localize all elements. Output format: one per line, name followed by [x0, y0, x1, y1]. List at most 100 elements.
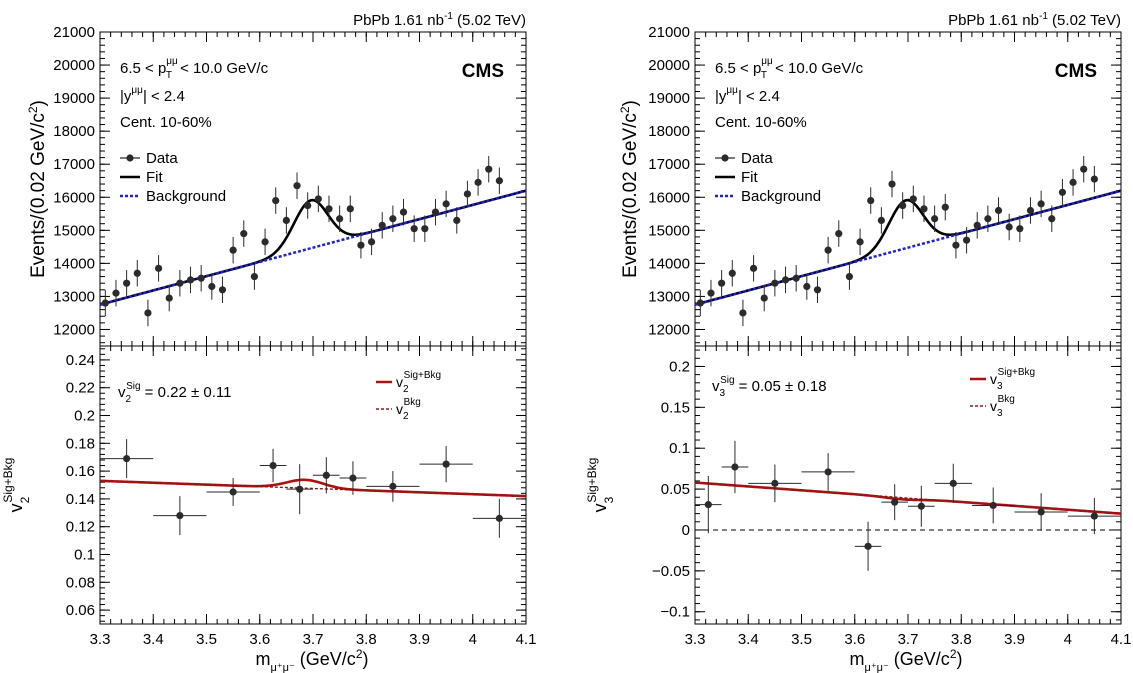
right-top-data-point [1037, 200, 1045, 208]
left-bottom-ytick-label: 0.12 [66, 519, 95, 536]
left-top-data-point [389, 215, 397, 223]
left-bottom-data-point [389, 482, 397, 490]
right-bottom-data-point [1090, 512, 1098, 520]
left-top-data-point [112, 289, 120, 297]
left-top-data-point [208, 282, 216, 291]
left-bottom-xtick-label: 3.6 [249, 631, 270, 648]
left-bottom-xtick-label: 3.4 [143, 631, 164, 648]
left-top-data-point [293, 182, 301, 190]
right-top-data-point [845, 272, 854, 281]
left-top-data-point [101, 299, 109, 307]
right-top-ytick-label: 18000 [648, 123, 690, 140]
left-top-ytick-label: 21000 [53, 24, 95, 41]
right-top-ytick-label: 16000 [648, 189, 690, 206]
left-top-data-point [495, 177, 503, 185]
left-top-ylabel: Events/(0.02 GeV/c2) [26, 100, 49, 278]
right-top-data-point [707, 289, 715, 297]
left-bottom-ytick-label: 0.24 [66, 352, 95, 369]
left-legend-data-label: Data [146, 150, 178, 167]
left-top-data-point [431, 208, 440, 216]
right-top-data-point [824, 246, 832, 254]
right-bottom-ytick-label: −0.1 [660, 604, 690, 621]
right-legend-fit-label: Fit [741, 169, 758, 186]
left-bottom-xtick-label: 3.9 [409, 631, 430, 648]
right-pt-range: 6.5 < pμμ T < 10.0 GeV/c [715, 56, 864, 81]
right-top-ylabel: Events/(0.02 GeV/c2) [618, 100, 641, 278]
left-legend-vbkg-label: v2Bkg [396, 397, 421, 422]
right-top-data-point [781, 276, 790, 284]
right-figure: PbPb 1.61 nb-1 (5.02 TeV) 12000 13000 1400… [585, 11, 1131, 673]
right-top-data-point [856, 238, 864, 246]
left-bottom-xtick-label: 4 [469, 631, 477, 648]
left-bottom-xtick-label: 3.5 [196, 631, 217, 648]
right-top-data-point [728, 269, 736, 277]
left-legend-fit-label: Fit [146, 169, 163, 186]
left-top-data-point [314, 195, 322, 203]
right-top-data-point [813, 286, 822, 294]
left-bottom-xtick-label: 3.3 [90, 631, 111, 648]
left-bottom-xtick-label: 3.8 [356, 631, 377, 648]
right-top-background-line [694, 189, 1122, 306]
right-legend-vsigbkg-label: v3Sig+Bkg [990, 367, 1035, 392]
right-bottom-ylabel: v3Sig+Bkg [585, 458, 616, 513]
right-top-ytick-label: 21000 [648, 24, 690, 41]
right-top-data-point [1016, 225, 1024, 233]
right-bottom-data-point [731, 463, 739, 471]
right-top-data-point [1026, 206, 1035, 215]
left-bottom-data-point [176, 511, 184, 520]
left-bottom-ytick-label: 0.18 [66, 435, 95, 452]
left-top-data-point [421, 225, 429, 233]
left-top-data-point [218, 286, 227, 294]
right-bottom-xtick-label: 3.9 [1004, 631, 1025, 648]
left-pt-range: 6.5 < pμμ T < 10.0 GeV/c [120, 56, 269, 81]
right-bottom-data-point [917, 502, 925, 510]
right-top-data-point [771, 279, 779, 287]
right-top-data-point [1058, 188, 1067, 196]
right-vsig-label: v3Sig = 0.05 ± 0.18 [712, 375, 827, 399]
left-top-ytick-label: 15000 [53, 222, 95, 239]
right-top-ytick-label: 14000 [648, 255, 690, 272]
left-top-data-point [282, 216, 290, 224]
right-top-data-point [920, 205, 928, 213]
right-top-data-point [994, 206, 1003, 215]
right-xlabel: mμ⁺μ⁻ (GeV/c2) [850, 647, 963, 673]
left-top-ytick-label: 16000 [53, 189, 95, 206]
left-top-data-point [463, 190, 472, 198]
left-top-data-point [367, 238, 376, 246]
right-legend-data-label: Data [741, 150, 773, 167]
left-top-legend: Data Fit Background [120, 150, 226, 205]
right-top-data-point [760, 294, 768, 302]
left-top-data-point [410, 225, 418, 233]
right-bottom-ytick-label: 0.2 [669, 358, 690, 375]
right-bottom-legend: v3Sig+Bkg v3Bkg [970, 367, 1035, 419]
right-bottom-xtick-label: 3.5 [791, 631, 812, 648]
left-bottom-data-point [442, 460, 450, 468]
left-cms-label: CMS [462, 61, 504, 82]
right-top-data-point [749, 264, 758, 272]
right-top-data-point [1048, 215, 1056, 223]
left-top-data-point [336, 215, 344, 223]
right-top-data-point [877, 216, 885, 224]
left-top-ytick-label: 17000 [53, 156, 95, 173]
right-top-data-point [803, 282, 811, 291]
left-legend-vsigbkg-label: v2Sig+Bkg [396, 370, 441, 395]
right-top-data-point [909, 195, 917, 203]
right-y-range: |yμμ| < 2.4 [715, 85, 780, 105]
left-top-data-point [399, 208, 408, 216]
right-bottom-xtick-label: 3.4 [738, 631, 759, 648]
right-top-data-point [1090, 175, 1098, 183]
right-top-data-point [835, 230, 843, 238]
left-top-data-point [229, 246, 237, 254]
left-bottom-xtick-label: 4.1 [516, 631, 537, 648]
left-top-data-point [176, 279, 184, 287]
right-bottom-ytick-label: 0.1 [669, 440, 690, 457]
right-top-ytick-label: 17000 [648, 156, 690, 173]
left-bottom-data-point [229, 488, 237, 496]
left-legend-bkg-label: Background [146, 188, 226, 205]
right-top-data-point [984, 215, 992, 223]
right-bottom-xtick-label: 4 [1064, 631, 1072, 648]
right-top-ytick-label: 20000 [648, 57, 690, 74]
right-top-legend: Data Fit Background [715, 150, 821, 205]
right-bottom-xtick-label: 3.3 [685, 631, 706, 648]
